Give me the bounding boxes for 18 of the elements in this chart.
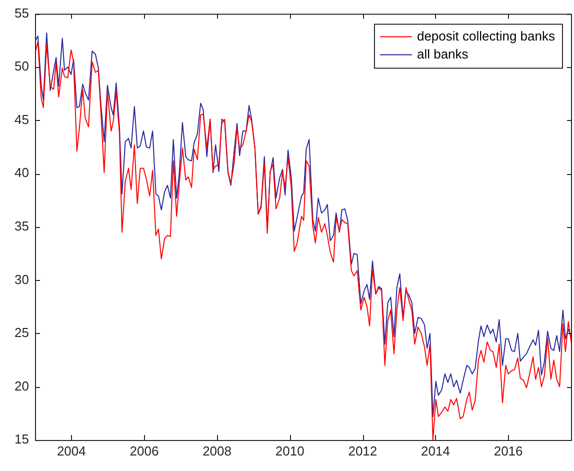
- x-tick-label: 2008: [202, 443, 232, 458]
- y-tick-label: 35: [14, 218, 29, 234]
- x-tick-label: 2004: [56, 443, 86, 458]
- x-tick-label: 2012: [348, 443, 378, 458]
- legend-label: all banks: [416, 46, 469, 62]
- y-tick-label: 40: [14, 165, 29, 180]
- y-tick-label: 50: [14, 58, 29, 74]
- y-tick-label: 55: [14, 5, 29, 20]
- x-tick-label: 2016: [494, 443, 523, 458]
- y-tick-label: 30: [14, 272, 29, 287]
- x-tick-label: 2006: [130, 443, 159, 458]
- x-tick-label: 2014: [421, 443, 450, 458]
- x-tick-label: 2010: [275, 443, 304, 458]
- y-tick-label: 20: [14, 378, 29, 394]
- y-tick-label: 45: [14, 112, 29, 127]
- legend-label: deposit collecting banks: [416, 28, 556, 44]
- y-tick-label: 15: [14, 432, 29, 447]
- y-tick-label: 25: [14, 325, 29, 340]
